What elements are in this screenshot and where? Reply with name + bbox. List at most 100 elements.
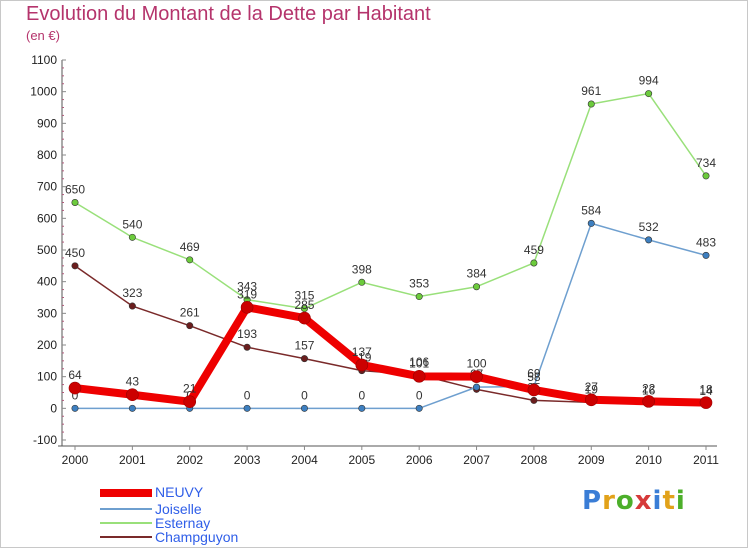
data-label-joiselle: 0 bbox=[301, 388, 308, 402]
data-point-esternay bbox=[358, 278, 366, 286]
x-tick-label: 2000 bbox=[62, 453, 89, 467]
data-label-esternay: 459 bbox=[524, 243, 544, 257]
legend-swatch-neuvy bbox=[100, 489, 152, 497]
data-label-champguyon: 323 bbox=[122, 286, 142, 300]
data-label-esternay: 398 bbox=[352, 262, 372, 276]
legend-swatch-champguyon bbox=[100, 536, 152, 538]
proxiti-logo: Proxiti bbox=[582, 486, 686, 516]
data-point-esternay bbox=[530, 259, 538, 267]
series-line-neuvy bbox=[71, 303, 710, 407]
y-tick-label: 200 bbox=[37, 338, 57, 352]
data-point-champguyon bbox=[530, 396, 538, 404]
data-point-champguyon bbox=[71, 262, 79, 270]
data-label-neuvy: 100 bbox=[467, 357, 487, 371]
data-point-champguyon bbox=[243, 343, 251, 351]
x-tick-label: 2011 bbox=[693, 453, 719, 467]
data-point-neuvy bbox=[183, 395, 197, 408]
data-point-champguyon bbox=[128, 302, 136, 310]
data-point-joiselle bbox=[128, 404, 136, 412]
data-point-esternay bbox=[300, 305, 308, 313]
y-tick-label: 400 bbox=[37, 275, 57, 289]
data-point-joiselle bbox=[415, 404, 423, 412]
legend-label-joiselle: Joiselle bbox=[155, 501, 202, 517]
logo-letter: x bbox=[634, 486, 653, 516]
data-label-esternay: 994 bbox=[639, 74, 659, 88]
x-tick-label: 2005 bbox=[348, 453, 375, 467]
data-point-neuvy bbox=[298, 311, 311, 325]
data-label-esternay: 734 bbox=[696, 156, 716, 170]
data-label-neuvy: 101 bbox=[409, 356, 429, 370]
x-tick-label: 2010 bbox=[635, 453, 662, 467]
data-label-joiselle: 0 bbox=[244, 388, 251, 402]
data-label-joiselle: 532 bbox=[639, 220, 659, 234]
legend-label-champguyon: Champguyon bbox=[155, 529, 239, 545]
data-label-joiselle: 69 bbox=[527, 366, 541, 380]
data-label-neuvy: 22 bbox=[642, 381, 656, 395]
data-label-joiselle: 0 bbox=[358, 388, 365, 402]
legend-swatch-esternay bbox=[100, 522, 152, 524]
data-label-champguyon: 157 bbox=[294, 339, 314, 353]
data-point-esternay bbox=[702, 172, 710, 180]
data-label-champguyon: 19 bbox=[585, 382, 599, 396]
data-point-neuvy bbox=[584, 393, 598, 407]
data-label-champguyon: 14 bbox=[699, 384, 713, 398]
legend-label-esternay: Esternay bbox=[155, 515, 211, 531]
data-label-neuvy: 18 bbox=[699, 383, 713, 397]
y-tick-label: 800 bbox=[37, 148, 57, 162]
data-point-joiselle bbox=[300, 404, 308, 412]
data-label-joiselle: 584 bbox=[581, 203, 601, 217]
data-label-neuvy: 21 bbox=[183, 382, 197, 396]
data-point-esternay bbox=[587, 100, 595, 108]
data-point-joiselle bbox=[358, 404, 366, 412]
data-label-champguyon: 261 bbox=[180, 306, 200, 320]
data-label-joiselle: 483 bbox=[696, 235, 716, 249]
x-tick-label: 2003 bbox=[234, 453, 261, 467]
x-tick-label: 2004 bbox=[291, 453, 318, 467]
data-point-esternay bbox=[128, 233, 136, 241]
data-label-champguyon: 16 bbox=[642, 383, 656, 397]
y-tick-label: 100 bbox=[37, 370, 57, 384]
data-label-esternay: 469 bbox=[180, 240, 200, 254]
data-label-esternay: 343 bbox=[237, 280, 257, 294]
x-tick-label: 2008 bbox=[521, 453, 548, 467]
data-label-neuvy: 64 bbox=[68, 368, 82, 382]
data-label-joiselle: 0 bbox=[416, 388, 423, 402]
data-label-champguyon: 106 bbox=[409, 355, 429, 369]
data-point-joiselle bbox=[702, 251, 710, 259]
data-label-esternay: 961 bbox=[581, 84, 601, 98]
data-point-esternay bbox=[645, 90, 653, 98]
data-label-neuvy: 319 bbox=[237, 287, 257, 301]
data-point-neuvy bbox=[412, 370, 426, 383]
data-label-esternay: 384 bbox=[467, 267, 487, 281]
chart-title: Evolution du Montant de la Dette par Hab… bbox=[26, 3, 431, 25]
data-point-joiselle bbox=[645, 236, 653, 244]
logo-letter: t bbox=[662, 486, 676, 516]
data-point-neuvy bbox=[355, 358, 369, 372]
data-label-neuvy: 137 bbox=[352, 345, 372, 359]
data-point-neuvy bbox=[699, 396, 713, 409]
data-point-joiselle bbox=[71, 404, 79, 412]
data-label-neuvy: 58 bbox=[527, 370, 541, 384]
series-line-esternay bbox=[74, 92, 707, 310]
data-point-neuvy bbox=[126, 388, 139, 402]
series-line-champguyon bbox=[74, 265, 707, 405]
data-label-champguyon: 450 bbox=[65, 246, 85, 260]
logo-letter: i bbox=[675, 486, 686, 516]
logo-letter: r bbox=[602, 486, 616, 516]
y-tick-label: 900 bbox=[37, 116, 57, 130]
x-tick-label: 2002 bbox=[176, 453, 203, 467]
y-tick-label: -100 bbox=[33, 433, 57, 447]
data-label-neuvy: 285 bbox=[294, 298, 314, 312]
x-tick-label: 2001 bbox=[119, 453, 146, 467]
y-tick-label: 700 bbox=[37, 180, 57, 194]
data-point-joiselle bbox=[587, 219, 595, 227]
data-label-neuvy: 27 bbox=[585, 380, 599, 394]
y-tick-label: 1000 bbox=[30, 85, 57, 99]
data-point-joiselle bbox=[243, 404, 251, 412]
data-label-champguyon: 193 bbox=[237, 327, 257, 341]
x-tick-label: 2007 bbox=[463, 453, 490, 467]
x-tick-label: 2006 bbox=[406, 453, 433, 467]
legend-label-neuvy: NEUVY bbox=[155, 484, 204, 500]
